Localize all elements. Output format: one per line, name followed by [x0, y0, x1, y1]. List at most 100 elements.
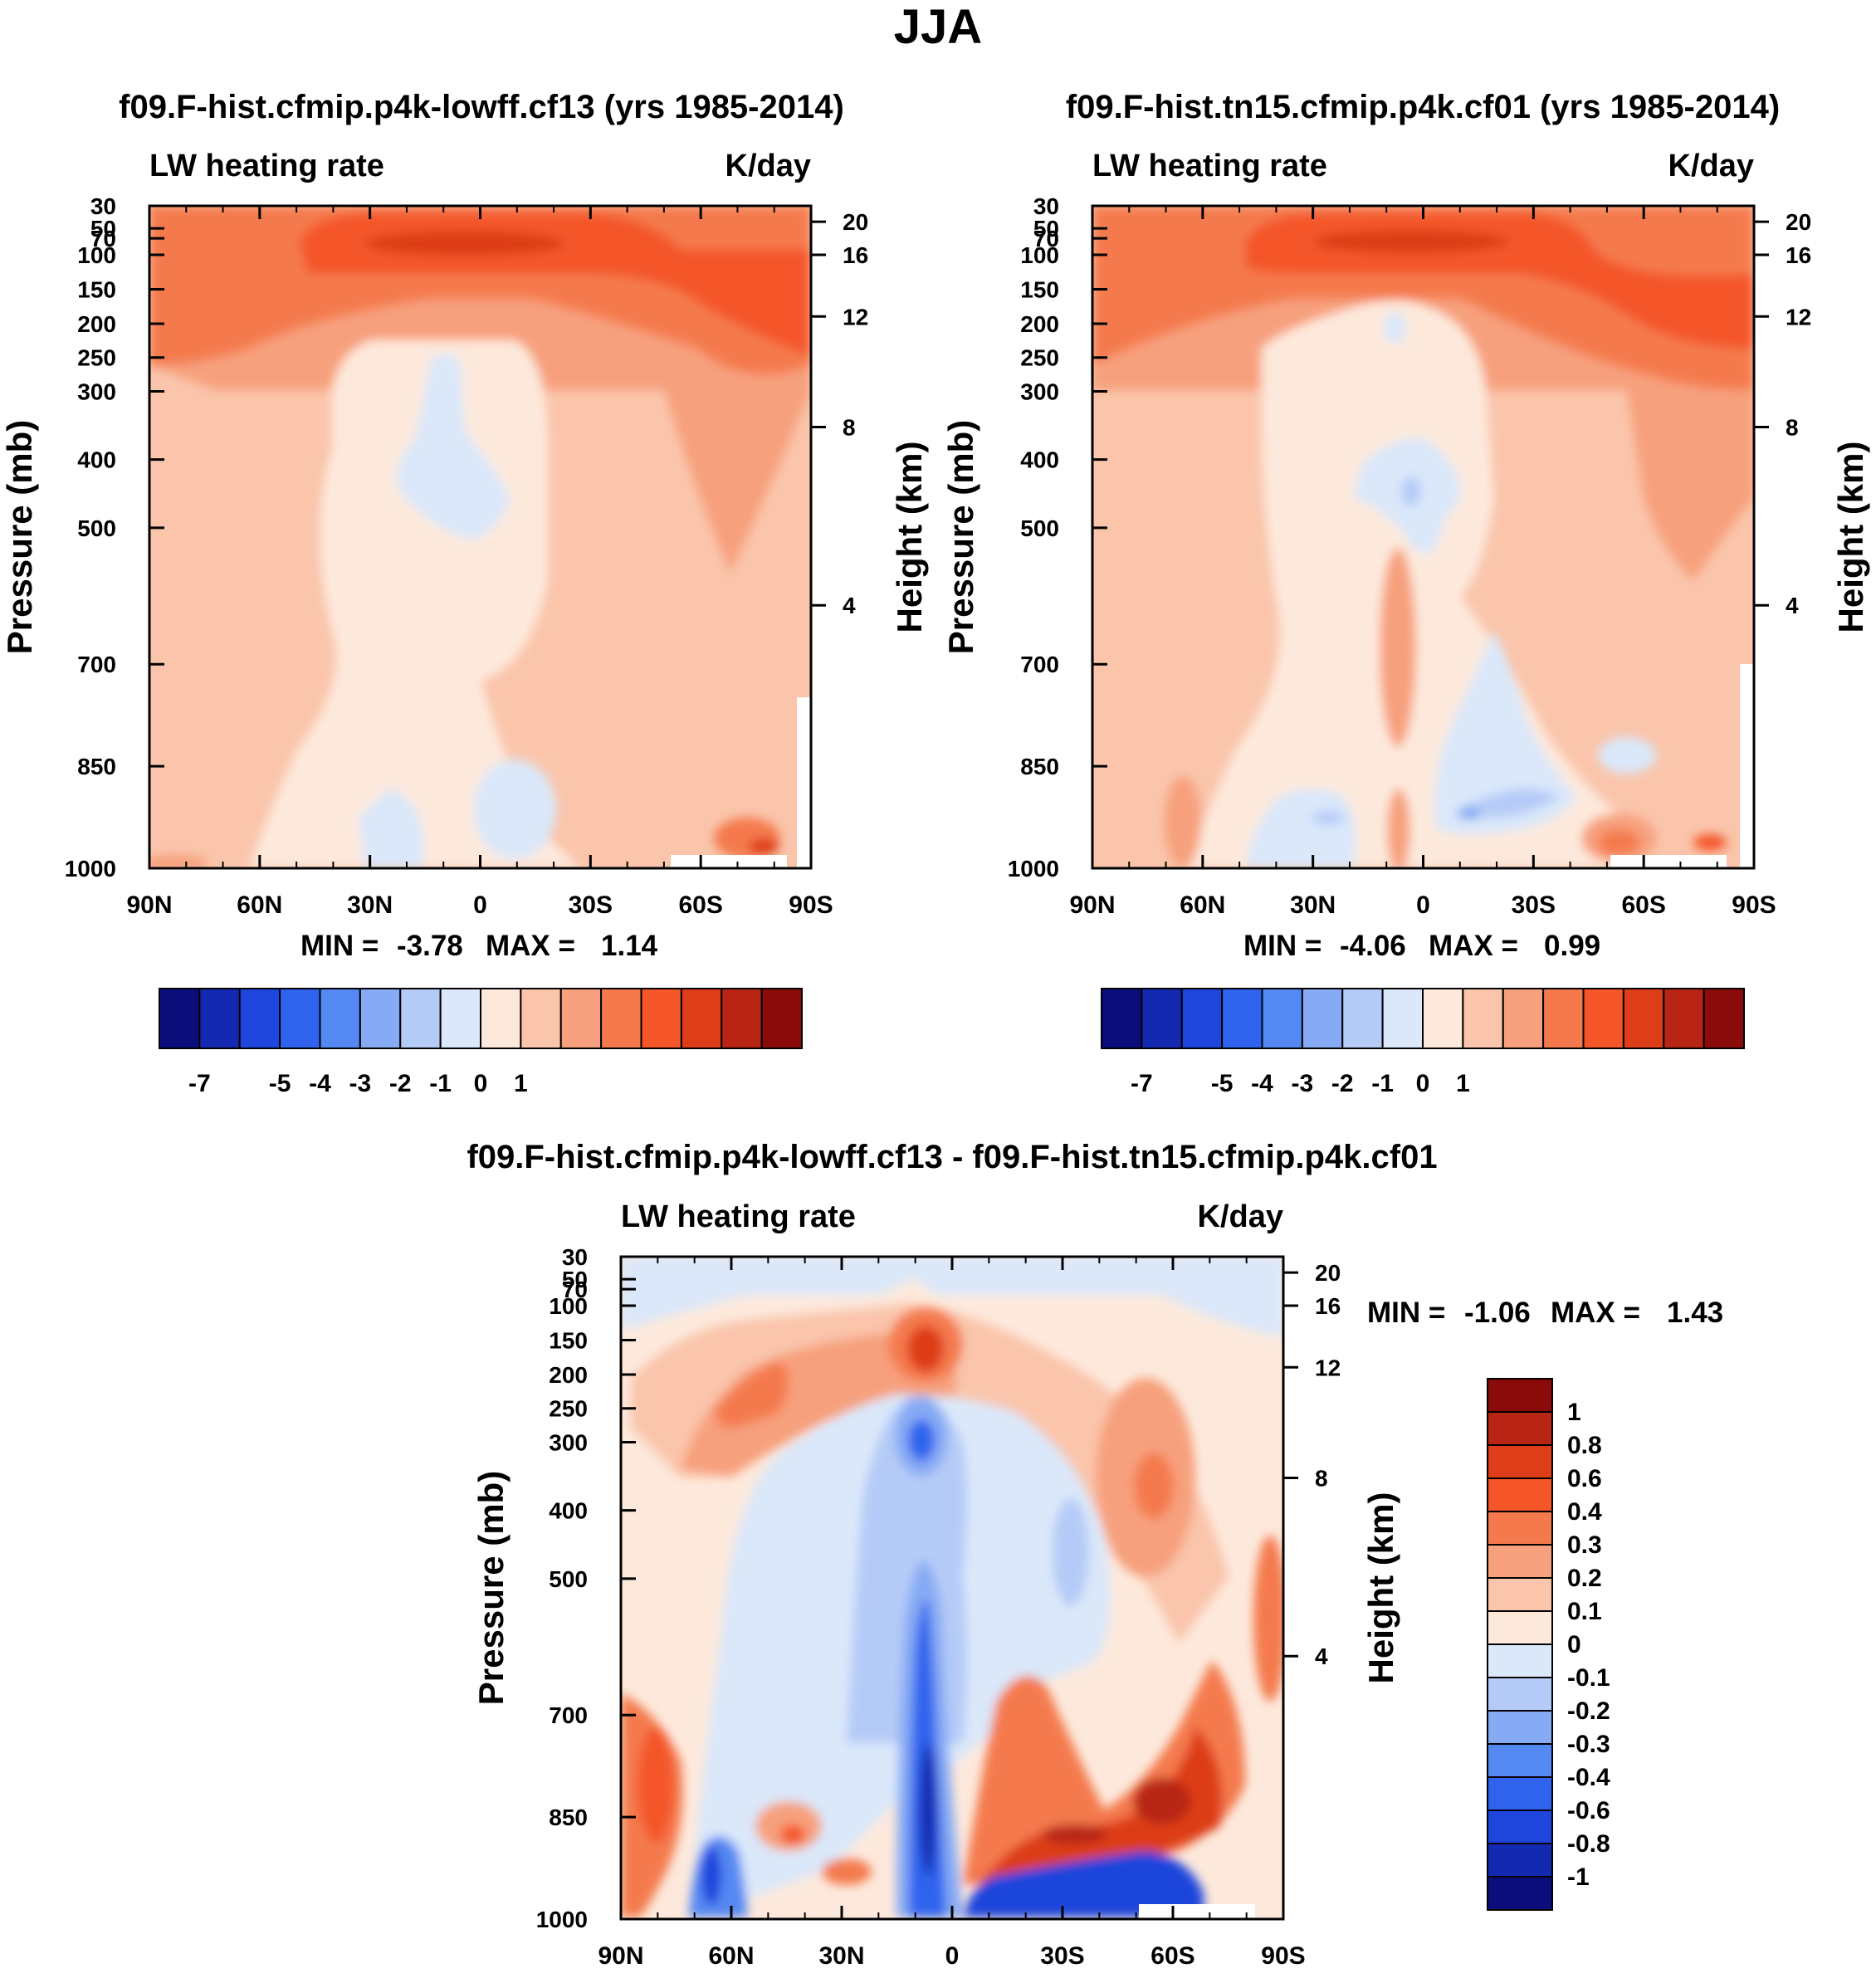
panel-3-title: f09.F-hist.cfmip.p4k-lowff.cf13 - f09.F-…	[467, 1139, 1437, 1175]
panel-3: f09.F-hist.cfmip.p4k-lowff.cf13 - f09.F-…	[467, 1139, 1723, 1970]
height-tick-label: 8	[843, 415, 856, 441]
y-tick-label: 100	[77, 242, 116, 268]
y-tick-label: 30	[90, 193, 116, 219]
colorbar-box	[760, 988, 803, 1049]
y-tick-label: 200	[77, 311, 116, 337]
colorbar-box	[1101, 988, 1143, 1049]
colorbar-box	[439, 988, 481, 1049]
y-tick-label: 70	[562, 1277, 588, 1302]
colorbar-box	[1663, 988, 1705, 1049]
colorbar-label: 0	[1567, 1631, 1581, 1658]
panel-2: f09.F-hist.tn15.cfmip.p4k.cf01 (yrs 1985…	[941, 89, 1870, 1097]
y-tick-label: 50	[90, 216, 116, 242]
colorbar-box	[1487, 1776, 1553, 1811]
panel-3-max-label: MAX =	[1551, 1297, 1640, 1329]
y-tick-label: 1000	[536, 1907, 588, 1932]
y-tick-label: 500	[77, 515, 116, 541]
colorbar-box	[1422, 988, 1464, 1049]
panel-1-ylabel-right: Height (km)	[890, 442, 929, 633]
y-tick-label: 100	[1020, 242, 1059, 268]
x-tick-label: 90S	[1732, 891, 1776, 919]
x-tick-label: 0	[1416, 891, 1430, 919]
colorbar-label: 1	[1567, 1399, 1581, 1426]
colorbar-box	[600, 988, 642, 1049]
panel-2-colorbar: -7 -5 -4 -3 -2 -1 0 1	[1101, 988, 1745, 1097]
colorbar-label: -5	[1211, 1070, 1234, 1097]
colorbar-label: -4	[309, 1070, 331, 1097]
colorbar-box	[1487, 1444, 1553, 1479]
height-tick-label: 20	[1786, 209, 1811, 235]
panel-2-min-value: -4.06	[1340, 930, 1406, 962]
x-tick-label: 90S	[789, 891, 833, 919]
colorbar-box	[480, 988, 522, 1049]
y-tick-label: 850	[549, 1805, 588, 1830]
y-tick-label: 1000	[65, 856, 116, 882]
colorbar-label: -0.3	[1567, 1731, 1610, 1758]
colorbar-box	[1542, 988, 1585, 1049]
y-tick-label: 250	[549, 1396, 588, 1422]
colorbar-box	[319, 988, 361, 1049]
height-tick-label: 16	[1315, 1293, 1341, 1319]
x-tick-label: 60N	[237, 891, 282, 919]
colorbar-box	[1487, 1710, 1553, 1745]
colorbar-box	[399, 988, 442, 1049]
y-tick-label: 100	[549, 1293, 588, 1319]
y-tick-label: 1000	[1008, 856, 1059, 882]
colorbar-box	[1221, 988, 1263, 1049]
x-tick-label: 90N	[1069, 891, 1115, 919]
panel-1-min-label: MIN =	[300, 930, 379, 962]
y-tick-label: 400	[549, 1498, 588, 1524]
colorbar-label: -0.1	[1567, 1664, 1610, 1692]
colorbar-label: -7	[1131, 1070, 1153, 1097]
colorbar-box	[1703, 988, 1745, 1049]
y-tick-label: 500	[549, 1566, 588, 1592]
x-tick-label: 0	[473, 891, 487, 919]
height-tick-label: 8	[1786, 415, 1799, 441]
colorbar-box	[1502, 988, 1545, 1049]
colorbar-label: 1	[1456, 1070, 1470, 1097]
height-tick-label: 20	[843, 209, 868, 235]
colorbar-label: -1	[1371, 1070, 1394, 1097]
y-tick-label: 300	[549, 1429, 588, 1455]
colorbar-label: -0.4	[1567, 1764, 1610, 1791]
height-tick-label: 4	[1786, 593, 1799, 618]
x-tick-label: 90N	[598, 1942, 643, 1970]
colorbar-box	[279, 988, 321, 1049]
colorbar-label: -2	[1331, 1070, 1354, 1097]
x-tick-label: 30N	[347, 891, 393, 919]
y-tick-label: 50	[562, 1267, 588, 1292]
panel-1-subtitle-right: K/day	[725, 149, 811, 183]
y-tick-label: 150	[549, 1328, 588, 1354]
y-tick-label: 700	[77, 652, 116, 677]
panel-1-colorbar: -7 -5 -4 -3 -2 -1 0 1	[159, 988, 803, 1097]
colorbar-label: -1	[429, 1070, 452, 1097]
colorbar-label: -7	[188, 1070, 211, 1097]
panel-1-heatmap	[149, 206, 811, 868]
colorbar-box	[1487, 1610, 1553, 1645]
colorbar-box	[1487, 1378, 1553, 1413]
y-tick-label: 150	[1020, 277, 1059, 303]
colorbar-box	[559, 988, 603, 1049]
height-tick-label: 4	[1315, 1643, 1328, 1669]
y-tick-label: 700	[549, 1702, 588, 1728]
colorbar-box	[1261, 988, 1303, 1049]
colorbar-box	[198, 988, 241, 1049]
panel-3-min-label: MIN =	[1367, 1297, 1445, 1329]
panel-1-max-label: MAX =	[486, 930, 575, 962]
colorbar-box	[640, 988, 682, 1049]
height-tick-label: 12	[1315, 1355, 1341, 1380]
x-tick-label: 60S	[678, 891, 722, 919]
panel-1: f09.F-hist.cfmip.p4k-lowff.cf13 (yrs 198…	[0, 89, 929, 1097]
panel-2-title: f09.F-hist.tn15.cfmip.p4k.cf01 (yrs 1985…	[1066, 89, 1780, 125]
colorbar-box	[1301, 988, 1344, 1049]
y-tick-label: 400	[77, 447, 116, 473]
colorbar-box	[1487, 1643, 1553, 1678]
panel-3-subtitle-right: K/day	[1198, 1199, 1283, 1234]
colorbar-box	[1487, 1810, 1553, 1844]
y-tick-label: 150	[77, 277, 116, 303]
colorbar-label: 0.1	[1567, 1598, 1602, 1625]
x-tick-label: 30N	[1290, 891, 1336, 919]
x-tick-label: 0	[945, 1942, 960, 1970]
colorbar-label: 0	[1416, 1070, 1430, 1097]
colorbar-box	[1381, 988, 1424, 1049]
